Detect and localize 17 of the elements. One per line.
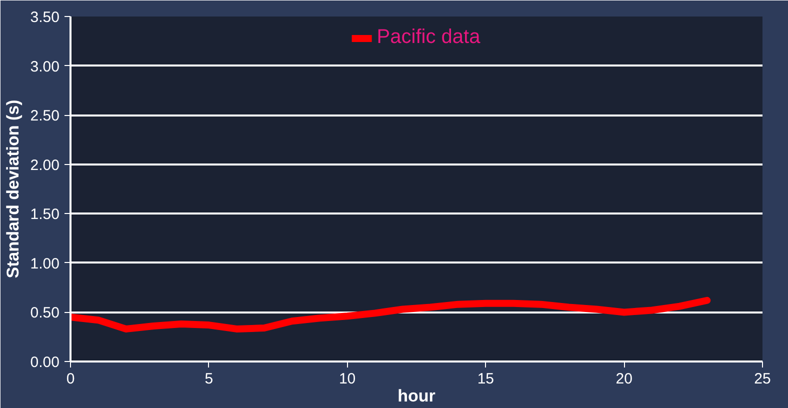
x-tick-label: 5 xyxy=(204,370,214,388)
x-tick-label: 15 xyxy=(477,370,494,388)
x-tick-label: 25 xyxy=(754,370,771,388)
y-tick-label: 1.50 xyxy=(30,206,60,224)
y-tick-label: 2.00 xyxy=(30,156,60,174)
y-tick-label: 3.00 xyxy=(30,58,60,76)
y-tick-label: 1.00 xyxy=(30,255,60,272)
y-tick-label: 0.00 xyxy=(30,354,60,371)
x-tick-label: 0 xyxy=(66,370,75,388)
legend-label: Pacific data xyxy=(376,26,480,49)
y-tick-label: 2.50 xyxy=(30,108,60,125)
y-tick-label: 0.50 xyxy=(30,304,60,322)
y-axis-title: Standard deviation (s) xyxy=(3,100,22,278)
x-tick-label: 10 xyxy=(338,370,356,388)
y-tick-label: 3.50 xyxy=(30,9,60,26)
x-tick-label: 20 xyxy=(616,370,632,388)
x-axis-title: hour xyxy=(398,386,436,406)
